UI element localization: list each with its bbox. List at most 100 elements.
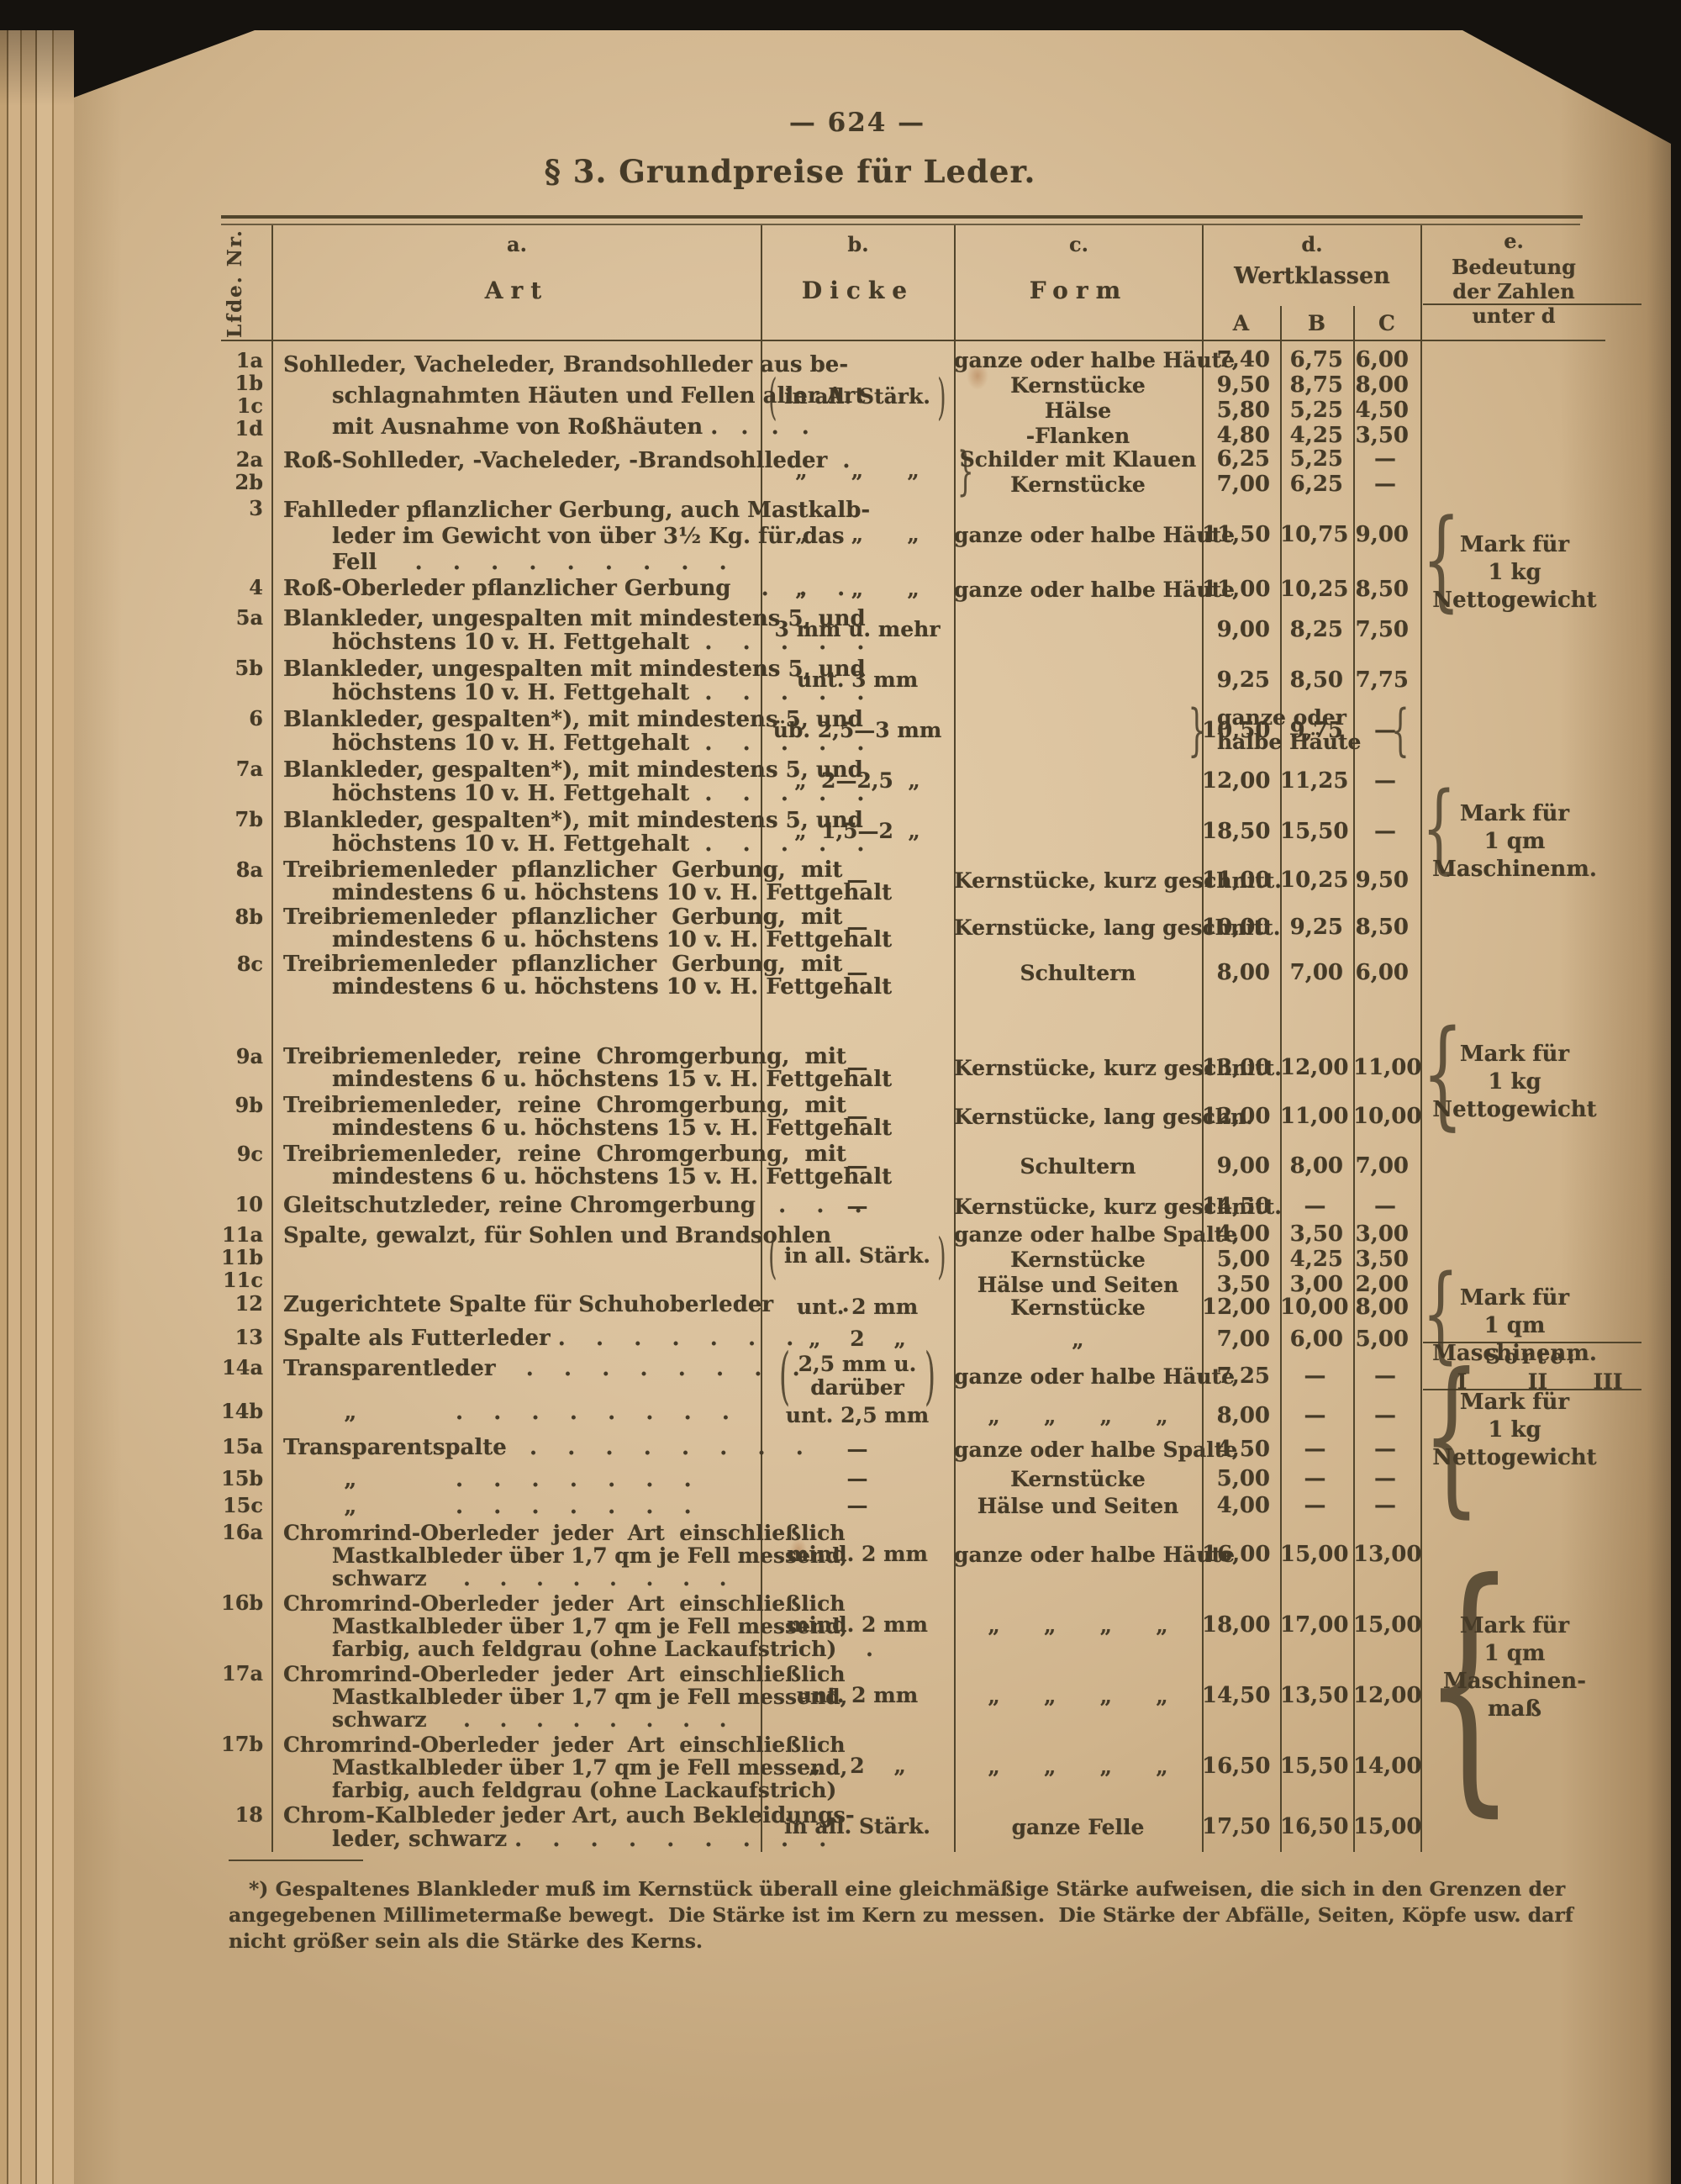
row-number: 15a bbox=[222, 1434, 263, 1459]
unit-brace-icon: { bbox=[1422, 1253, 1459, 1374]
row-number-cell: 8b bbox=[221, 904, 271, 951]
unit-line: Maschinen- bbox=[1442, 1669, 1586, 1694]
price-c: — bbox=[1374, 1493, 1396, 1518]
brace-left-icon: } bbox=[1188, 697, 1206, 762]
dicke-line: mind. 2 mm bbox=[786, 1612, 929, 1637]
dicke-value: — bbox=[847, 1438, 868, 1461]
dicke-line: — bbox=[846, 1104, 868, 1128]
unit-line: Mark für bbox=[1459, 532, 1570, 557]
form-row: Schultern 8,00 7,00 6,00 bbox=[954, 960, 1420, 985]
dicke-cell: — bbox=[761, 1433, 954, 1465]
price-b: 13,50 bbox=[1280, 1683, 1349, 1708]
forms-cell: ganze oder halbe Häute 7,40 6,75 6,00 Kernst… bbox=[954, 347, 1420, 448]
price-b: 5,25 bbox=[1289, 398, 1343, 423]
price-a: 5,80 bbox=[1216, 398, 1270, 423]
column-label-bedeutung-3: unter d bbox=[1472, 303, 1556, 328]
price-c: — bbox=[1374, 768, 1396, 794]
price-b: 16,50 bbox=[1280, 1814, 1349, 1839]
art-cell: Transparentspalte . . . . . . . . bbox=[271, 1433, 804, 1465]
col-rule-art bbox=[761, 225, 762, 1852]
forms-cell: 10,50 9,75 — bbox=[954, 705, 1420, 756]
dicke-cell: mind. 2 mm bbox=[761, 1590, 954, 1660]
price-b: 8,00 bbox=[1289, 1153, 1343, 1179]
dicke-line: „ 1,5—2 „ bbox=[794, 819, 920, 843]
art-text: Fahlleder pflanzlicher Gerbung, auch Mas… bbox=[283, 498, 871, 523]
forms-cell: „ „ „ „ 8,00 — — bbox=[954, 1398, 1420, 1433]
forms-cell: ganze oder halbe Häute 16,00 15,00 13,00 bbox=[954, 1519, 1421, 1590]
dicke-line: unt. 2 mm bbox=[796, 1295, 919, 1319]
price-b: 9,75 bbox=[1289, 718, 1343, 743]
form-span-label: ganze oder halbe Häute bbox=[1217, 705, 1362, 754]
form-label: „ bbox=[1072, 1327, 1084, 1352]
dicke-value: „ 2 „ bbox=[809, 1754, 906, 1778]
column-label-bedeutung-1: Bedeutung bbox=[1452, 255, 1576, 279]
art-cell: Chromrind-Oberleder jeder Art einschließ… bbox=[271, 1519, 847, 1590]
dicke-text: — bbox=[847, 1154, 868, 1178]
forms-cell: Kernstücke, lang geschnitt. 10,00 9,25 8,50 bbox=[954, 904, 1420, 951]
form-row: 12,00 11,25 — bbox=[954, 768, 1420, 794]
form-row: 10,50 9,75 — bbox=[954, 718, 1420, 743]
form-row: ganze oder halbe Spalte 4,00 3,50 3,00 bbox=[954, 1221, 1420, 1247]
price-a: 7,25 bbox=[1216, 1364, 1270, 1389]
price-c: 11,00 bbox=[1353, 1055, 1422, 1080]
form-label: „ „ „ „ bbox=[988, 1754, 1168, 1779]
form-row: Kernstücke, lang geschn. 12,00 11,00 10,00 bbox=[954, 1104, 1421, 1129]
art-text: mit Ausnahme von Roßhäuten . . . . bbox=[332, 414, 809, 440]
form-row: „ „ „ „ 14,50 13,50 12,00 bbox=[954, 1683, 1421, 1708]
dicke-text: unt. 2 mm bbox=[797, 1295, 918, 1319]
form-label: „ „ „ „ bbox=[988, 1403, 1168, 1428]
form-row: ganze oder halbe Häute 16,00 15,00 13,00 bbox=[954, 1542, 1421, 1567]
price-b: — bbox=[1304, 1437, 1326, 1462]
column-label-wertklassen: Wertklassen bbox=[1234, 263, 1390, 289]
table-row: 8a Treibriemenleder pflanzlicher Gerbung,… bbox=[221, 857, 1605, 905]
unit-block: Mark für 1 kg Nettogewicht bbox=[1426, 1041, 1603, 1124]
forms-cell: Kernstücke, kurz geschnitt. 14,50 — — bbox=[954, 1191, 1420, 1221]
unit-line: Nettogewicht bbox=[1432, 588, 1597, 613]
price-c: 15,00 bbox=[1353, 1612, 1422, 1638]
unit-line: Mark für bbox=[1459, 1390, 1570, 1415]
column-header-wertklassen: d. Wertklassen bbox=[1204, 225, 1420, 340]
dicke-cell: „ „ „ bbox=[761, 495, 954, 574]
art-cell: Chromrind-Oberleder jeder Art einschließ… bbox=[271, 1590, 873, 1660]
art-text: leder im Gewicht von über 3½ Kg. für das bbox=[332, 524, 845, 549]
price-c: 9,50 bbox=[1355, 868, 1409, 893]
price-a: 14,50 bbox=[1202, 1194, 1271, 1219]
price-b: — bbox=[1304, 1403, 1326, 1428]
price-b: 10,25 bbox=[1280, 868, 1349, 893]
dicke-value: unt. 2 mm bbox=[797, 1684, 918, 1707]
dicke-text: „ 2—2,5 „ bbox=[794, 769, 920, 793]
art-cell: Treibriemenleder pflanzlicher Gerbung, m… bbox=[271, 904, 892, 952]
forms-cell: Kernstücke, kurz geschnitt. 11,00 10,25 9,5… bbox=[954, 857, 1420, 904]
price-a: 3,50 bbox=[1216, 1272, 1270, 1297]
row-number-cell: 9b bbox=[221, 1092, 271, 1141]
art-text: farbig, auch feldgrau (ohne Lackaufstric… bbox=[332, 1778, 837, 1802]
art-text: höchstens 10 v. H. Fettgehalt . . . . . bbox=[332, 630, 865, 655]
price-b: 4,25 bbox=[1289, 423, 1343, 448]
footnote-line: *) Gespaltenes Blankleder muß im Kernstü… bbox=[249, 1877, 1566, 1901]
unit-line: maß bbox=[1487, 1696, 1542, 1722]
dicke-line: — bbox=[846, 868, 868, 892]
dicke-value: 3 mm u. mehr bbox=[775, 618, 941, 641]
price-a: 18,00 bbox=[1202, 1612, 1271, 1638]
price-a: 5,00 bbox=[1216, 1466, 1270, 1491]
price-a: 4,80 bbox=[1216, 423, 1270, 448]
col-rule-nr bbox=[271, 225, 273, 1852]
sorte-col-1: I bbox=[1457, 1369, 1468, 1394]
dicke-text: „ „ „ bbox=[795, 578, 920, 601]
table-row: 10 Gleitschutzleder, reine Chromgerbung .… bbox=[221, 1191, 1605, 1221]
column-letter-b: b. bbox=[847, 232, 869, 256]
row-number: 12 bbox=[234, 1291, 263, 1316]
price-b: — bbox=[1304, 1364, 1326, 1389]
column-letter-e: e. bbox=[1504, 229, 1524, 253]
dicke-cell: üb. 2,5—3 mm bbox=[761, 705, 954, 756]
unit-line: Nettogewicht bbox=[1432, 1097, 1597, 1122]
art-text: „ . . . . . . . . bbox=[283, 1400, 730, 1425]
art-text: Blankleder, ungespalten mit mindestens 5… bbox=[283, 606, 866, 631]
dicke-text: „ 2 „ bbox=[809, 1327, 906, 1351]
footnote-rule bbox=[229, 1860, 363, 1861]
art-text: Treibriemenleder pflanzlicher Gerbung, m… bbox=[283, 952, 843, 977]
form-label: Kernstücke, kurz geschnitt. bbox=[954, 1194, 1282, 1219]
header-bottom-rule bbox=[221, 340, 1605, 341]
art-text: Zugerichtete Spalte für Schuhoberleder .… bbox=[283, 1292, 850, 1317]
row-number: 14a bbox=[222, 1355, 263, 1380]
